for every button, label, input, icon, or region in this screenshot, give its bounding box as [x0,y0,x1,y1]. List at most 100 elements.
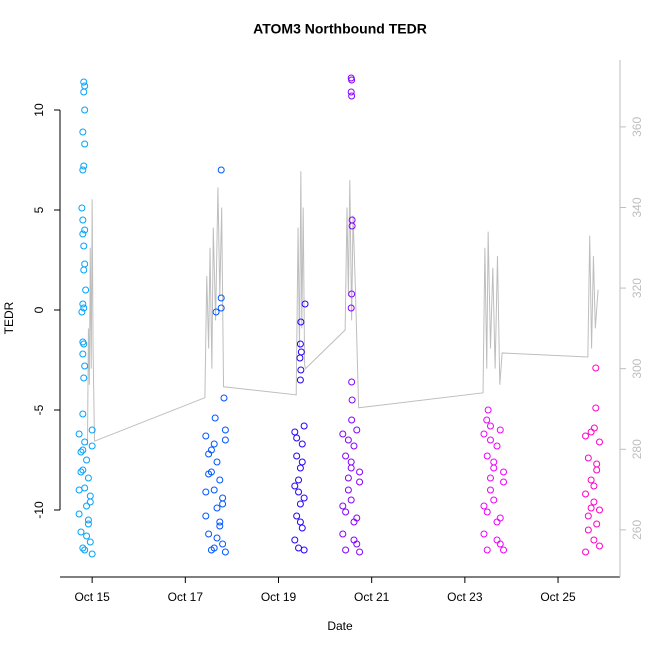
point [348,222,356,230]
point [81,82,89,90]
point [298,524,306,532]
point [75,486,83,494]
point [593,460,601,468]
point [86,492,94,500]
point [587,428,595,436]
point [79,544,87,552]
point [216,522,224,530]
point [356,548,364,556]
point [296,354,304,362]
point [496,514,504,522]
point [75,430,83,438]
x-tick-label: Oct 21 [354,590,390,604]
point [297,366,305,374]
point [81,260,89,268]
point [213,504,221,512]
point [79,446,87,454]
point [348,378,356,386]
point [210,440,218,448]
point [344,436,352,444]
point [80,374,88,382]
point [221,548,229,556]
point [500,478,508,486]
point [81,226,89,234]
point [590,498,598,506]
point [493,518,501,526]
point [80,304,88,312]
point [79,300,87,308]
point [298,458,306,466]
x-axis-label: Date [327,619,353,633]
point [88,550,96,558]
point [78,204,86,212]
point [342,508,350,516]
point [582,490,590,498]
point [80,88,88,96]
y2-tick-label: 320 [630,278,644,298]
point [81,546,89,554]
point [202,432,210,440]
point [86,498,94,506]
point [212,308,220,316]
point [205,530,213,538]
point [356,478,364,486]
point [79,466,87,474]
point [79,166,87,174]
y-axis-label: TEDR [2,301,16,334]
point [342,452,350,460]
point [348,290,356,298]
point [295,544,303,552]
point [339,530,347,538]
point [207,446,215,454]
point [347,88,355,96]
point [296,464,304,472]
point [81,438,89,446]
point [296,500,304,508]
point [592,364,600,372]
point [291,482,299,490]
point [291,536,299,544]
point [480,502,488,510]
point [219,494,227,502]
point [486,422,494,430]
point [593,520,601,528]
point [211,414,219,422]
point [348,396,356,404]
point [205,470,213,478]
point [297,318,305,326]
point [216,476,224,484]
point [79,128,87,136]
point [202,512,210,520]
point [484,406,492,414]
point [490,464,498,472]
point [344,474,352,482]
point [483,546,491,554]
point [348,92,356,100]
point [80,78,88,86]
point [291,428,299,436]
point [353,426,361,434]
point [300,422,308,430]
y-tick-label: -5 [32,404,46,415]
point [216,518,224,526]
point [213,534,221,542]
point [295,476,303,484]
point [590,482,598,490]
point [296,376,304,384]
point [202,488,210,496]
y2-tick-label: 360 [630,117,644,137]
point [486,474,494,482]
point [84,516,92,524]
point [88,442,96,450]
point [80,340,88,348]
line [86,171,599,446]
point [353,514,361,522]
point [84,474,92,482]
x-tick-label: Oct 19 [261,590,297,604]
y2-tick-label: 300 [630,358,644,378]
y-tick-label: -10 [32,501,46,519]
point [347,464,355,472]
y2-tick-label: 280 [630,439,644,459]
